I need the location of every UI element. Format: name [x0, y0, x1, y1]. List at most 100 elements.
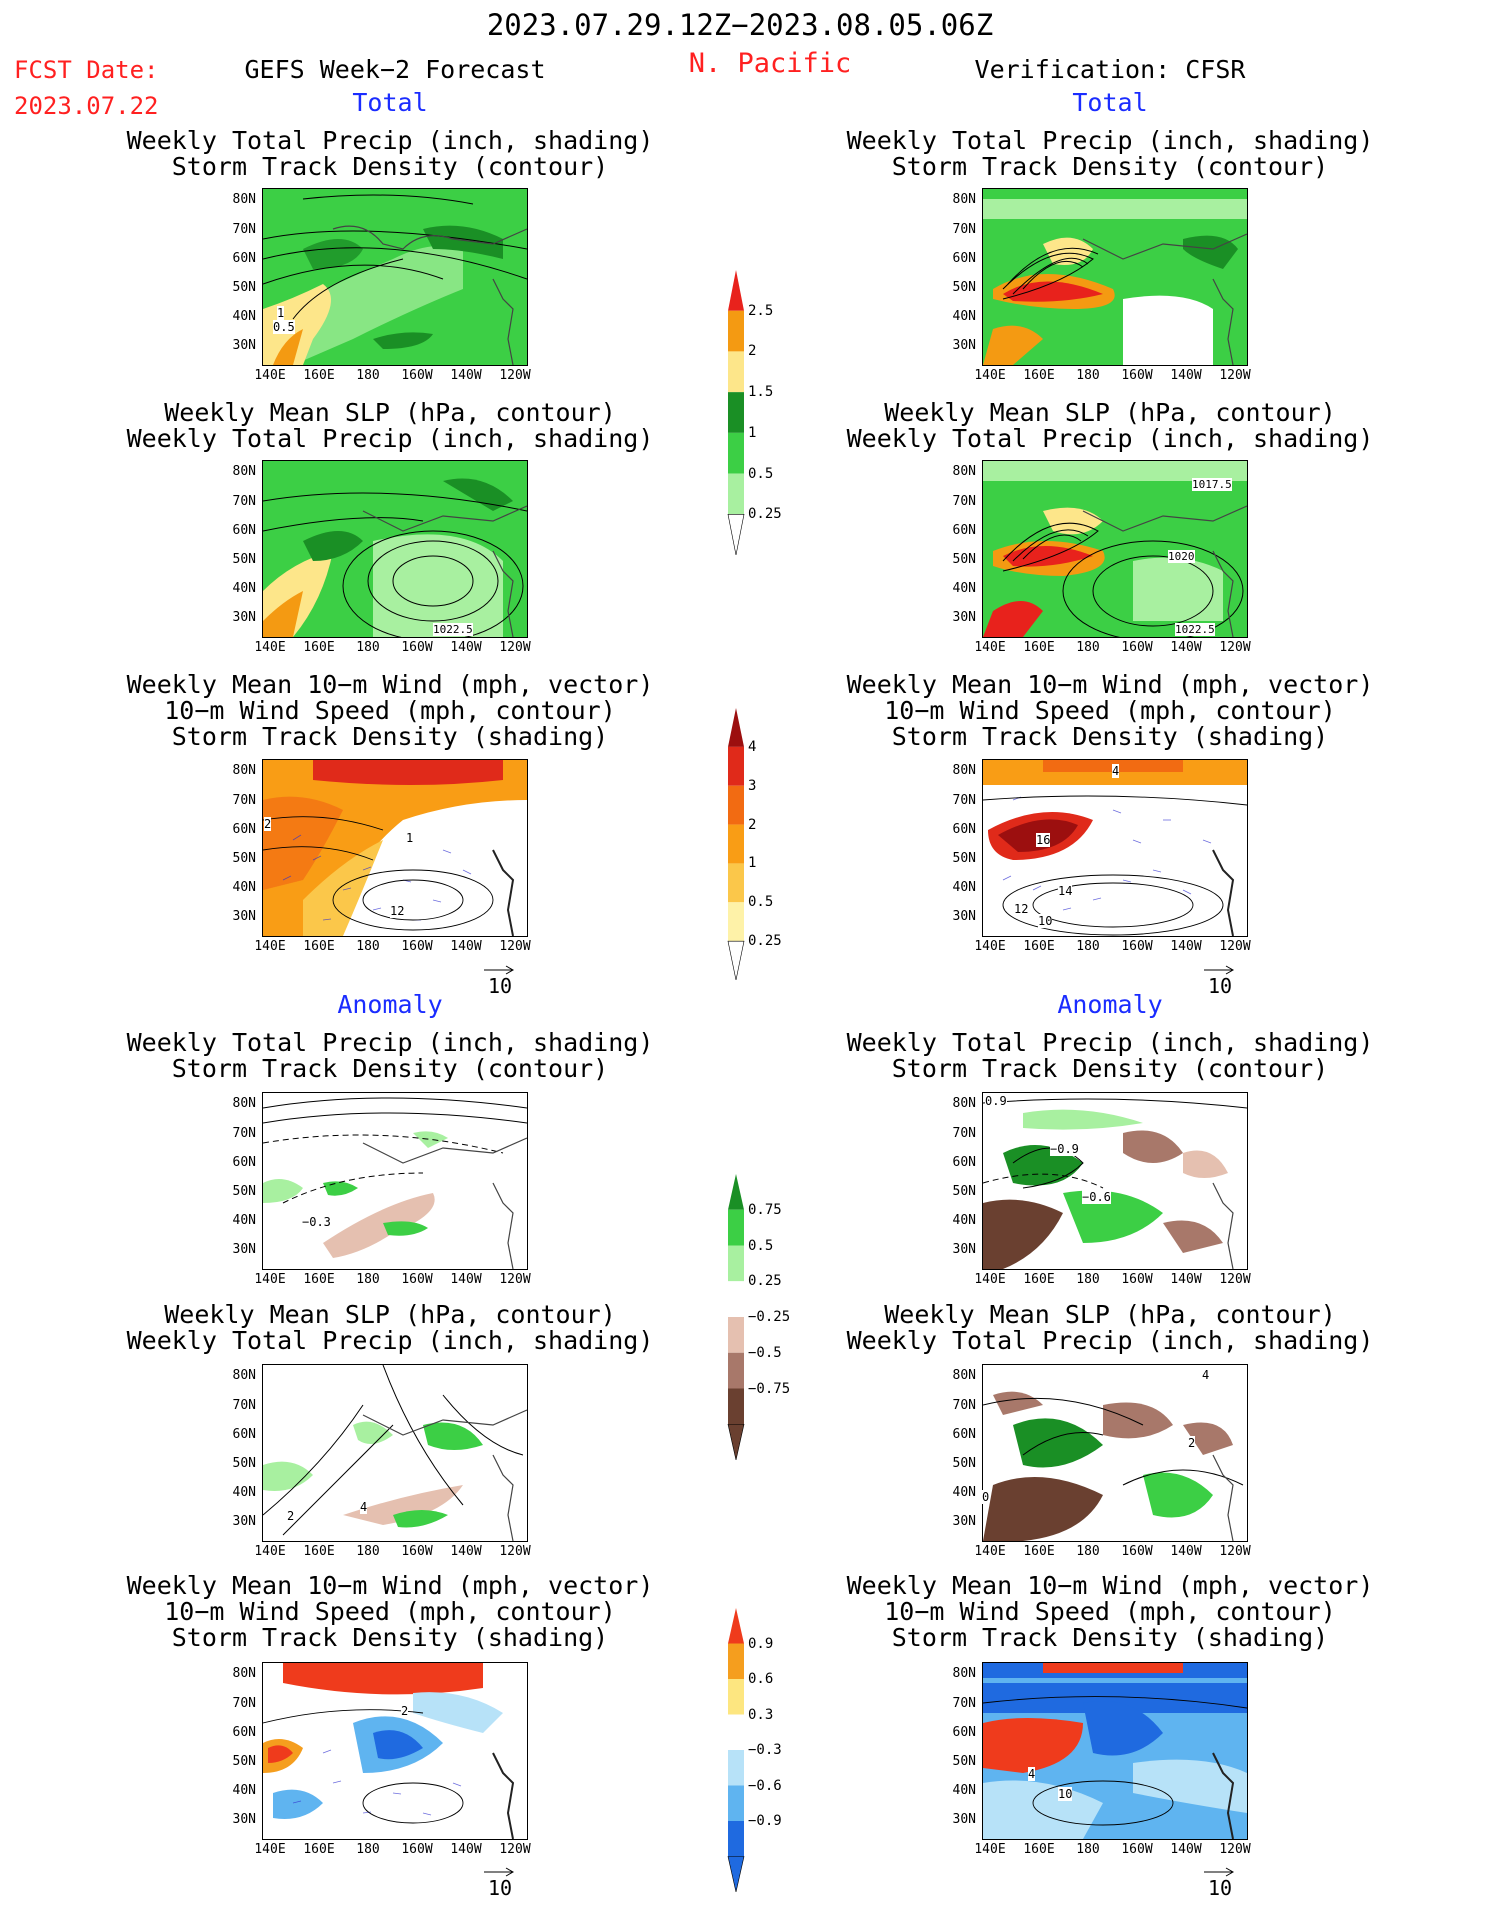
lat-tick-label: 40N	[952, 309, 976, 324]
lat-tick-label: 70N	[232, 1398, 256, 1413]
lat-tick-label: 30N	[952, 610, 976, 625]
lon-tick-label: 140W	[450, 1272, 482, 1287]
title-cfsr-precip-track-1: Weekly Total Precip (inch, shading)	[846, 126, 1374, 155]
lat-tick-label: 40N	[232, 309, 256, 324]
colorbar-segment	[728, 863, 744, 903]
lon-tick-label: 140E	[974, 1842, 1006, 1857]
lon-tick-label: 180	[356, 1272, 380, 1287]
lon-tick-label: 160E	[303, 1544, 335, 1559]
map-fcst-anom-slp-precip	[262, 1364, 528, 1542]
lat-tick-label: 60N	[952, 251, 976, 266]
lat-tick-label: 80N	[232, 192, 256, 207]
lat-tick-label: 50N	[232, 280, 256, 295]
lon-tick-label: 120W	[1219, 1544, 1251, 1559]
title-fcst-slp-precip-1: Weekly Mean SLP (hPa, contour)	[164, 398, 616, 427]
colorbar-tick-label: −0.5	[748, 1344, 782, 1361]
colorbar-tick-label: 0.75	[748, 1201, 782, 1218]
contour-label: 1020	[1168, 550, 1195, 563]
lat-tick-label: 50N	[232, 1456, 256, 1471]
colorbar-cap-bottom	[727, 1423, 745, 1460]
colorbar-track_total	[727, 708, 745, 980]
lon-tick-label: 160E	[303, 939, 335, 954]
lon-tick-label: 140W	[450, 1842, 482, 1857]
contour-label: 4	[1028, 1767, 1036, 1781]
vector-ref-label: 10	[1208, 1876, 1233, 1900]
lon-tick-label: 160E	[1023, 1272, 1055, 1287]
colorbar-tick-label: 0.5	[748, 1237, 774, 1254]
colorbar-segment	[728, 1209, 744, 1246]
title-fcst-precip-track-2: Storm Track Density (contour)	[171, 152, 609, 181]
lat-tick-label: 60N	[232, 1427, 256, 1442]
colorbar-segment	[728, 1643, 744, 1679]
contour-label: 1017.5	[1192, 478, 1232, 491]
lat-tick-label: 40N	[952, 1485, 976, 1500]
lon-tick-label: 120W	[1219, 368, 1251, 383]
lat-tick-label: 70N	[952, 793, 976, 808]
colorbar-segment	[728, 1245, 744, 1282]
lon-tick-label: 140E	[254, 939, 286, 954]
lon-tick-label: 140E	[974, 939, 1006, 954]
title-cfsr-wind-1: Weekly Mean 10−m Wind (mph, vector)	[846, 670, 1374, 699]
lat-tick-label: 80N	[232, 763, 256, 778]
lat-tick-label: 60N	[232, 523, 256, 538]
lon-tick-label: 140W	[450, 640, 482, 655]
lat-tick-label: 30N	[952, 1242, 976, 1257]
title-fcst-wind-3: Storm Track Density (shading)	[171, 722, 609, 751]
lon-tick-label: 120W	[499, 1544, 531, 1559]
lon-tick-label: 160W	[1121, 368, 1153, 383]
colorbar-cap-bottom	[727, 1856, 745, 1892]
lat-tick-label: 40N	[952, 1783, 976, 1798]
contour-label: −0.9	[1050, 1142, 1079, 1156]
colorbar-tick-label: 1.5	[748, 384, 774, 401]
colorbar-cap-top	[728, 708, 744, 747]
lon-tick-label: 160E	[1023, 939, 1055, 954]
period-title: 2023.07.29.12Z−2023.08.05.06Z	[486, 8, 994, 42]
vector-ref-arrow-icon	[1204, 1862, 1236, 1881]
vector-ref-label: 10	[488, 1876, 513, 1900]
lat-tick-label: 80N	[952, 763, 976, 778]
colorbar-tick-label: 3	[748, 777, 757, 794]
lon-tick-label: 160W	[1121, 1842, 1153, 1857]
lon-tick-label: 140W	[450, 368, 482, 383]
colorbar-segment	[728, 1714, 744, 1750]
lat-tick-label: 40N	[232, 880, 256, 895]
contour-label: 2	[264, 817, 272, 831]
lon-tick-label: 140W	[1170, 1842, 1202, 1857]
contour-label: 2	[287, 1509, 295, 1523]
contour-label: 1	[277, 306, 285, 320]
lon-tick-label: 180	[356, 939, 380, 954]
lon-tick-label: 120W	[1219, 1272, 1251, 1287]
lon-tick-label: 140E	[974, 640, 1006, 655]
contour-label: 2	[1188, 1436, 1196, 1450]
section-anomaly-right: Anomaly	[1057, 990, 1163, 1019]
lat-tick-label: 50N	[232, 851, 256, 866]
colorbar-tick-label: 2.5	[748, 302, 774, 319]
lon-tick-label: 160E	[1023, 640, 1055, 655]
lon-tick-label: 180	[356, 368, 380, 383]
lat-tick-label: 30N	[232, 909, 256, 924]
vector-ref-arrow-icon	[1204, 960, 1236, 979]
lat-tick-label: 70N	[232, 1696, 256, 1711]
contour-label: −0.6	[1082, 1190, 1111, 1204]
lon-tick-label: 140E	[254, 640, 286, 655]
lat-tick-label: 30N	[952, 1514, 976, 1529]
colorbar-segment	[728, 824, 744, 864]
lon-tick-label: 180	[1076, 1842, 1100, 1857]
lat-tick-label: 30N	[232, 610, 256, 625]
lon-tick-label: 120W	[499, 939, 531, 954]
lon-tick-label: 180	[1076, 1544, 1100, 1559]
lat-tick-label: 30N	[232, 1812, 256, 1827]
lon-tick-label: 160W	[1121, 939, 1153, 954]
section-total-left: Total	[352, 88, 428, 117]
contour-label: 14	[1058, 884, 1073, 898]
lat-tick-label: 40N	[952, 1213, 976, 1228]
colorbar-tick-label: −0.25	[748, 1309, 791, 1325]
title-cfsr-anom-wind-2: 10−m Wind Speed (mph, contour)	[884, 1597, 1336, 1626]
title-fcst-anom-wind-1: Weekly Mean 10−m Wind (mph, vector)	[126, 1571, 654, 1600]
contour-label: 0.9	[985, 1094, 1007, 1108]
lat-tick-label: 70N	[232, 793, 256, 808]
lon-tick-label: 180	[356, 1842, 380, 1857]
colorbar-precip_anom	[727, 1174, 745, 1460]
colorbar-tick-label: −0.75	[748, 1380, 791, 1397]
lat-tick-label: 60N	[232, 822, 256, 837]
